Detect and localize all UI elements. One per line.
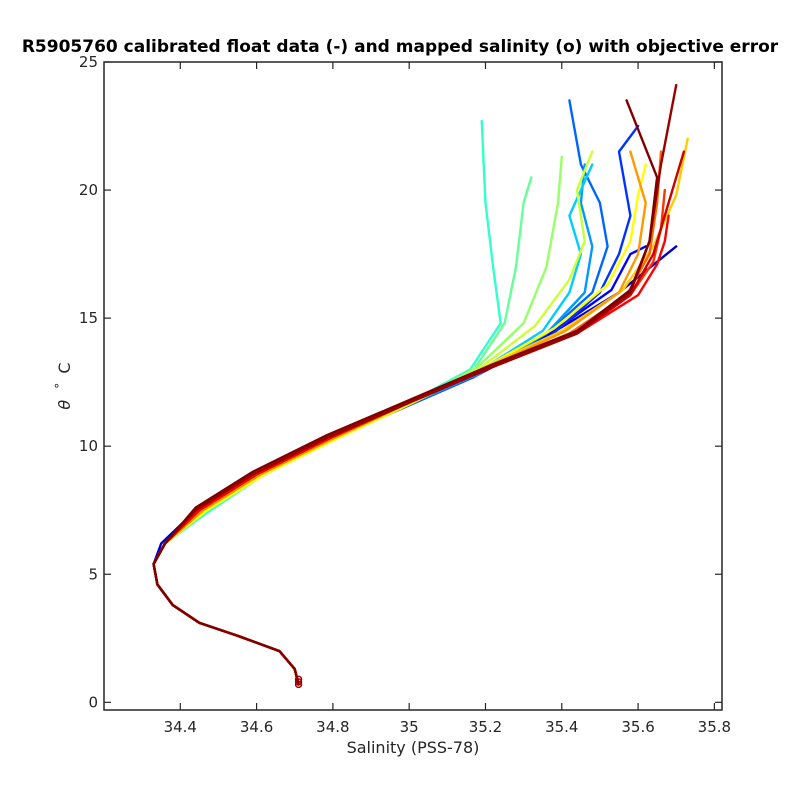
profile-line-5 bbox=[152, 163, 594, 686]
y-axis-label-degree: ° bbox=[53, 383, 67, 389]
y-tick-label-5: 20 bbox=[79, 181, 98, 199]
y-axis-label: θ ° C bbox=[49, 362, 74, 409]
y-tick-label-4: 15 bbox=[79, 309, 98, 327]
plot-frame bbox=[103, 61, 723, 711]
mapped-salinity-points bbox=[294, 675, 303, 689]
y-tick-label-1: 0 bbox=[88, 693, 98, 711]
y-axis-label-unit: C bbox=[55, 362, 74, 373]
mapped-point-1 bbox=[294, 680, 303, 689]
profile-line-15 bbox=[152, 188, 666, 686]
x-tick-label-8: 35.8 bbox=[698, 718, 731, 736]
x-tick-label-7: 35.6 bbox=[621, 718, 654, 736]
chart-title: R5905760 calibrated float data (-) and m… bbox=[22, 37, 779, 57]
profile-line-6 bbox=[152, 163, 594, 686]
y-tick-label-3: 10 bbox=[79, 437, 98, 455]
y-tick-label-6: 25 bbox=[79, 53, 98, 71]
x-tick-label-5: 35.2 bbox=[469, 718, 502, 736]
profile-line-4 bbox=[152, 99, 609, 686]
x-tick-label-3: 34.8 bbox=[316, 718, 349, 736]
profile-line-12 bbox=[152, 137, 689, 686]
x-tick-label-2: 34.6 bbox=[240, 718, 273, 736]
profile-line-14 bbox=[152, 150, 663, 686]
profile-line-19 bbox=[152, 99, 659, 686]
mapped-point-2 bbox=[294, 678, 303, 686]
series-lines bbox=[152, 83, 689, 686]
y-axis-label-symbol: θ bbox=[55, 400, 74, 410]
profile-line-13 bbox=[152, 150, 647, 686]
svg-text:θ ° C: θ ° C bbox=[49, 362, 74, 409]
x-tick-label-6: 35.4 bbox=[545, 718, 578, 736]
profile-line-16 bbox=[152, 214, 670, 686]
y-axis-ticks: 0 5 10 15 20 25 bbox=[79, 53, 722, 711]
mapped-point-3 bbox=[294, 675, 303, 683]
profile-line-9 bbox=[152, 155, 563, 686]
x-axis-ticks: 34.4 34.6 34.8 35 35.2 35.4 35.6 35.8 bbox=[164, 62, 731, 736]
x-tick-label-1: 34.4 bbox=[164, 718, 197, 736]
x-axis-label: Salinity (PSS-78) bbox=[347, 738, 480, 757]
y-tick-label-2: 5 bbox=[88, 565, 98, 583]
profile-line-11 bbox=[152, 163, 647, 686]
profile-line-18 bbox=[152, 83, 678, 686]
x-tick-label-4: 35 bbox=[400, 718, 419, 736]
profile-line-1 bbox=[152, 245, 678, 686]
profile-line-7 bbox=[152, 119, 502, 686]
